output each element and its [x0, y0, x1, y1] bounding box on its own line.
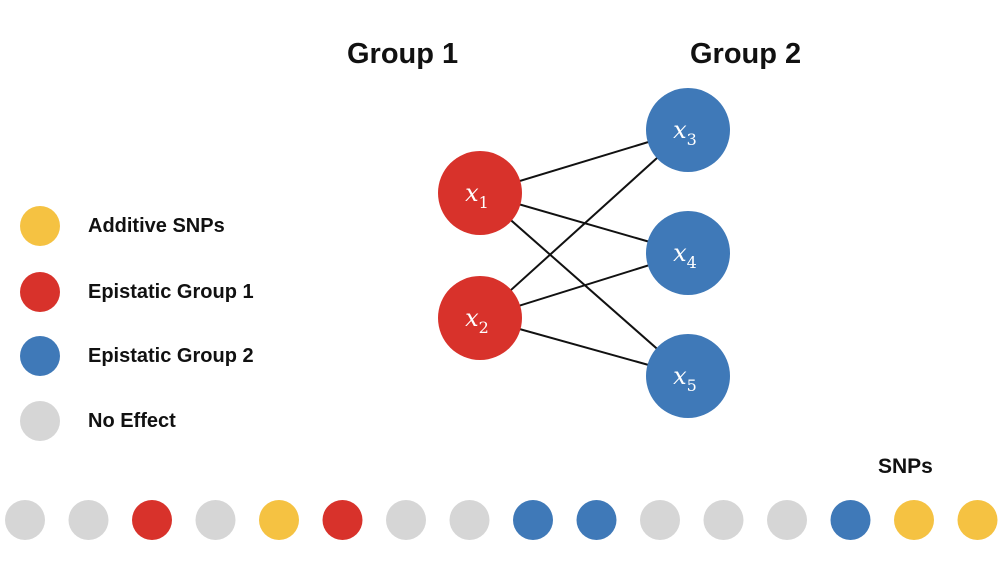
snp-dot-8-none	[449, 500, 490, 540]
node-circle-x5	[646, 334, 730, 418]
snp-dot-5-additive	[259, 500, 299, 540]
snp-dot-7-none	[386, 500, 426, 540]
legend-label-epistatic-group-2: Epistatic Group 2	[88, 344, 254, 367]
snp-dot-4-none	[195, 500, 236, 540]
node-x3: x3	[646, 88, 730, 172]
node-circle-x4	[646, 211, 730, 295]
snp-dot-9-group2	[513, 500, 553, 540]
node-x2: x2	[438, 276, 522, 360]
edge-x2-x3	[479, 129, 689, 319]
legend-dot-no-effect	[20, 401, 60, 441]
snps-title: SNPs	[878, 455, 933, 478]
snp-dot-1-none	[5, 500, 45, 540]
legend-label-additive: Additive SNPs	[88, 214, 225, 237]
legend-dot-epistatic-group-2	[20, 336, 60, 376]
node-circle-x3	[646, 88, 730, 172]
legend-dot-epistatic-group-1	[20, 272, 60, 312]
snp-dot-14-group2	[830, 500, 871, 540]
snp-dot-10-group2	[576, 500, 617, 540]
node-label-x3: x3	[673, 116, 697, 149]
snp-dot-6-group1	[322, 500, 363, 540]
group-2-title: Group 2	[690, 38, 802, 70]
node-circle-x1	[438, 151, 522, 235]
legend-item-no-effect: No Effect	[20, 400, 176, 442]
node-label-x1: x1	[465, 179, 489, 212]
node-label-x5: x5	[673, 362, 697, 395]
snp-dot-16-additive	[957, 500, 998, 540]
snp-dot-11-none	[640, 500, 680, 540]
nodes: x1 x2 x3 x4 x5	[438, 88, 730, 418]
group-1-title: Group 1	[347, 38, 459, 70]
snp-dot-12-none	[703, 500, 744, 540]
legend-item-additive: Additive SNPs	[20, 205, 225, 247]
legend-dot-additive	[20, 206, 60, 246]
snp-dot-15-additive	[894, 500, 934, 540]
legend-item-epistatic-group-2: Epistatic Group 2	[20, 335, 254, 377]
node-circle-x2	[438, 276, 522, 360]
snp-dot-13-none	[767, 500, 807, 540]
node-x1: x1	[438, 151, 522, 235]
legend-item-epistatic-group-1: Epistatic Group 1	[20, 271, 254, 313]
snp-row	[5, 500, 998, 540]
legend-label-epistatic-group-1: Epistatic Group 1	[88, 280, 254, 303]
snp-dot-2-none	[68, 500, 109, 540]
legend-label-no-effect: No Effect	[88, 409, 176, 432]
node-x5: x5	[646, 334, 730, 418]
node-label-x4: x4	[673, 239, 697, 272]
snp-dot-3-group1	[132, 500, 172, 540]
node-label-x2: x2	[465, 304, 489, 337]
node-x4: x4	[646, 211, 730, 295]
